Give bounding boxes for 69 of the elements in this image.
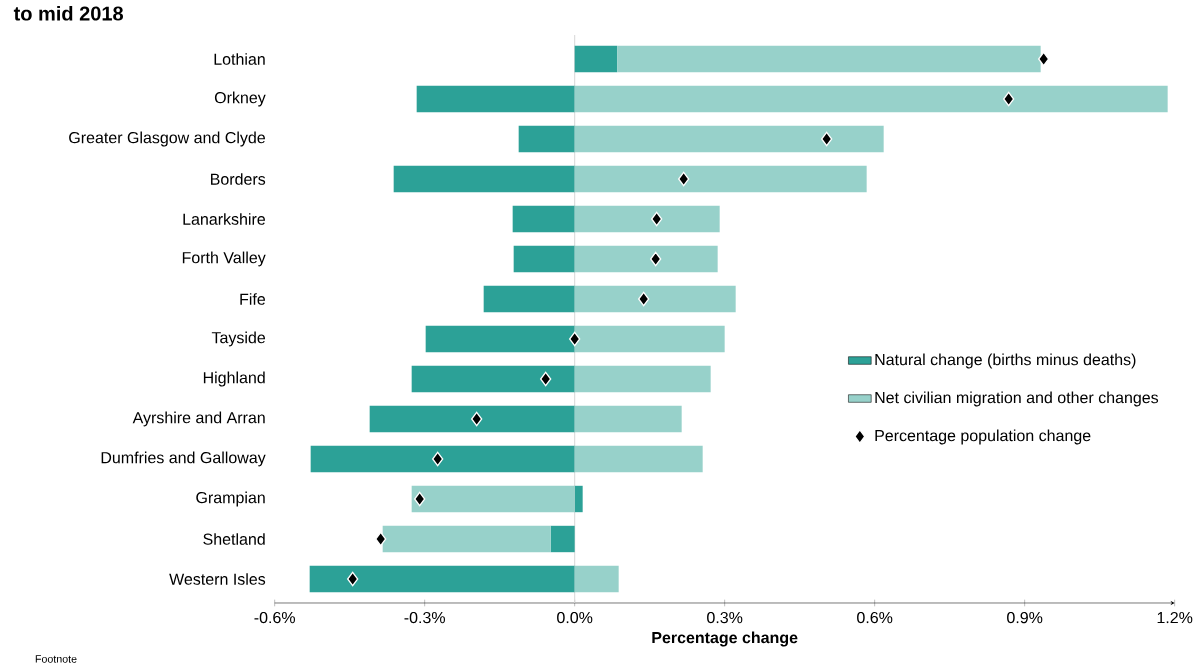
legend-label: Natural change (births minus deaths): [875, 353, 1136, 369]
y-tick-label: Shetland: [203, 533, 265, 545]
bar: [574, 325, 725, 353]
x-tick-label: -0.6%: [254, 611, 295, 624]
bar: [617, 45, 1041, 73]
text: Footnote: [35, 655, 77, 663]
point: [1038, 51, 1050, 67]
bar: [310, 445, 575, 473]
bar: [574, 125, 884, 153]
y-tick-label: Dumfries and Galloway: [101, 451, 266, 467]
y-tick-label: Orkney: [214, 91, 266, 107]
bar: [411, 365, 575, 393]
y-tick-label: Lanarkshire: [183, 213, 265, 225]
bar: [550, 525, 575, 553]
point: [414, 491, 426, 507]
bar: [309, 565, 575, 593]
point: [347, 571, 359, 587]
x-tick-label: 0.0%: [557, 611, 593, 624]
y-tick-label: Western Isles: [169, 573, 266, 585]
x-tick-label: 0.9%: [1007, 611, 1043, 624]
bar: [518, 125, 575, 153]
y-tick-label: Greater Glasgow and Clyde: [69, 131, 265, 147]
y-tick-label: Borders: [211, 173, 266, 185]
bar: [574, 405, 682, 433]
bar: [369, 405, 575, 433]
bar: [574, 565, 619, 593]
point: [678, 171, 690, 187]
y-tick-label: Tayside: [211, 331, 266, 347]
x-tick-label: -0.3%: [404, 611, 445, 624]
bar: [425, 325, 575, 353]
y-tick-label: Grampian: [196, 491, 265, 507]
point: [471, 411, 483, 427]
legend-label: Percentage population change: [875, 429, 1091, 445]
x-tick-label: 0.3%: [707, 611, 743, 624]
bar: [574, 205, 720, 233]
bar: [574, 245, 718, 273]
bar: [416, 85, 575, 113]
bar: [574, 45, 618, 73]
y-tick-label: Ayrshire and Arran: [132, 411, 265, 427]
point: [569, 331, 581, 347]
text: to mid 2018: [13, 5, 124, 21]
bar: [483, 285, 575, 313]
point: [638, 291, 650, 307]
y-tick-label: Forth Valley: [182, 251, 266, 267]
y-tick-label: Fife: [240, 293, 266, 305]
bar: [574, 365, 711, 393]
bar: [382, 525, 551, 553]
bar: [574, 165, 867, 193]
bar: [574, 485, 583, 513]
bar: [574, 285, 736, 313]
bar: [574, 85, 1168, 113]
y-tick-label: Highland: [203, 371, 265, 387]
point: [540, 371, 552, 387]
bar: [393, 165, 575, 193]
point: [432, 451, 444, 467]
bar: [513, 245, 575, 273]
y-tick-label: Lothian: [214, 53, 265, 65]
point: [821, 131, 833, 147]
legend-label: Net civilian migration and other changes: [875, 391, 1159, 407]
bar: [574, 445, 703, 473]
point: [651, 211, 663, 227]
point: [375, 531, 387, 547]
x-tick-label: 1.2%: [1157, 611, 1193, 624]
bar: [512, 205, 575, 233]
point: [650, 251, 662, 267]
bar: [411, 485, 575, 513]
point: [1003, 91, 1015, 107]
x-tick-label: 0.6%: [857, 611, 893, 624]
x-axis-title: Percentage change: [652, 631, 798, 647]
